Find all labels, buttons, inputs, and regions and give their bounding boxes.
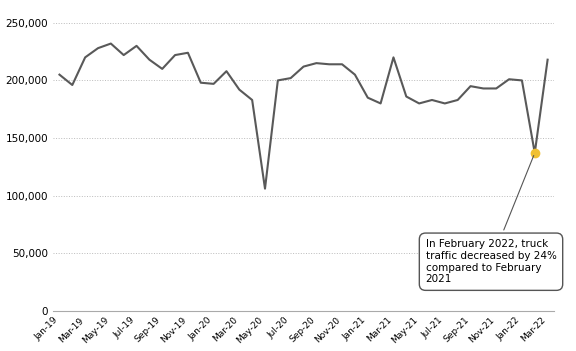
Text: In February 2022, truck
traffic decreased by 24%
compared to February
2021: In February 2022, truck traffic decrease… (426, 155, 556, 284)
